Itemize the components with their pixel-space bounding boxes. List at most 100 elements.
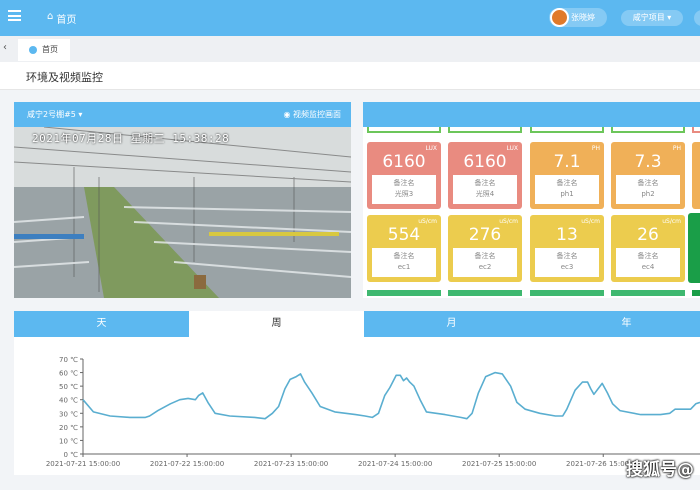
sensor-value: 7.1 bbox=[553, 152, 581, 172]
temperature-chart: 0 ℃ 10 ℃ 20 ℃ 30 ℃ 40 ℃ 50 ℃ 60 ℃ 70 ℃ 2021-07-2… bbox=[14, 337, 700, 475]
sensor-card-partial[interactable] bbox=[530, 127, 604, 133]
sensor-card-partial[interactable] bbox=[692, 142, 700, 209]
tab-home[interactable]: 首页 bbox=[18, 39, 70, 61]
sensor-card-partial[interactable] bbox=[448, 127, 522, 133]
sensor-card-partial[interactable] bbox=[692, 290, 700, 296]
sensor-unit: uS/cm bbox=[418, 218, 437, 225]
sensor-alias: 备注名 bbox=[637, 252, 659, 260]
greenhouse-select[interactable]: 咸宁2号棚#5 ▾ bbox=[27, 110, 83, 119]
sensor-name: 光照3 bbox=[394, 190, 414, 198]
project-select[interactable]: 咸宁项目 ▾ bbox=[621, 10, 683, 26]
user-menu[interactable]: 张晓婷 bbox=[549, 8, 607, 27]
sensor-unit: uS/cm bbox=[499, 218, 518, 225]
sensor-header bbox=[363, 102, 700, 127]
sensor-alias: 备注名 bbox=[556, 179, 578, 187]
sensor-name: ph1 bbox=[560, 190, 574, 198]
camera-icon: ◉ bbox=[283, 110, 293, 119]
sensor-unit: LUX bbox=[425, 145, 437, 152]
sensor-card-partial[interactable] bbox=[530, 290, 604, 296]
sensor-card[interactable]: LUX 6160 备注名光照4 bbox=[448, 142, 522, 209]
sensor-card-partial[interactable] bbox=[367, 127, 441, 133]
sensor-value: 26 bbox=[637, 225, 659, 245]
sensor-name: ec3 bbox=[560, 263, 574, 271]
y-tick-label: 30 ℃ bbox=[59, 410, 78, 418]
sensor-label-box: 备注名 ec1 bbox=[372, 248, 436, 277]
sensor-card-partial[interactable] bbox=[367, 290, 441, 296]
sensor-value: 554 bbox=[387, 225, 421, 245]
y-tick-label: 0 ℃ bbox=[63, 451, 78, 459]
sensor-card-partial[interactable] bbox=[611, 127, 685, 133]
user-name: 张晓婷 bbox=[571, 13, 595, 22]
sensor-unit: LUX bbox=[506, 145, 518, 152]
sensor-card[interactable]: LUX 6160 备注名光照3 bbox=[367, 142, 441, 209]
avatar bbox=[550, 8, 569, 27]
sensor-card[interactable]: uS/cm 276 备注名 ec2 bbox=[448, 215, 522, 282]
y-tick-label: 20 ℃ bbox=[59, 424, 78, 432]
x-tick-label: 2021-07-24 15:00:00 bbox=[358, 460, 432, 468]
tab-year[interactable]: 年 bbox=[539, 311, 700, 337]
page-title: 环境及视频监控 bbox=[0, 62, 700, 90]
sensor-card[interactable]: PH 7.1 备注名 ph1 bbox=[530, 142, 604, 209]
sensor-card[interactable]: uS/cm 554 备注名 ec1 bbox=[367, 215, 441, 282]
y-tick-label: 50 ℃ bbox=[59, 383, 78, 391]
x-tick-label: 2021-07-22 15:00:00 bbox=[150, 460, 224, 468]
y-tick-label: 40 ℃ bbox=[59, 397, 78, 405]
sensor-label-box: 备注名光照4 bbox=[453, 175, 517, 204]
video-link-label: 视频监控画面 bbox=[293, 110, 341, 119]
sensor-label-box: 备注名 ph1 bbox=[535, 175, 599, 204]
sensor-label-box: 备注名 ec4 bbox=[616, 248, 680, 277]
sensor-name: 光照4 bbox=[475, 190, 495, 198]
home-icon: ⌂ bbox=[47, 11, 54, 22]
sensor-card-partial[interactable] bbox=[448, 290, 522, 296]
sensor-card-partial[interactable] bbox=[692, 127, 700, 133]
watermark: 搜狐号@ bbox=[626, 460, 694, 480]
sensor-label-box: 备注名 ph2 bbox=[616, 175, 680, 204]
sensor-label-box: 备注名光照3 bbox=[372, 175, 436, 204]
video-feed[interactable]: 2021年07月28日 星期三 15:38:28 bbox=[14, 127, 351, 298]
x-tick-label: 2021-07-21 15:00:00 bbox=[46, 460, 120, 468]
sensor-value: 276 bbox=[468, 225, 502, 245]
sensor-card-partial[interactable] bbox=[611, 290, 685, 296]
tab-bar: ‹ 首页 bbox=[0, 36, 700, 62]
greenhouse-image bbox=[14, 127, 351, 298]
sensor-alias: 备注名 bbox=[393, 252, 415, 260]
y-tick-label: 60 ℃ bbox=[59, 370, 78, 378]
sensor-card[interactable]: uS/cm 26 备注名 ec4 bbox=[611, 215, 685, 282]
home-link[interactable]: ⌂ 首页 bbox=[47, 11, 76, 26]
extra-button[interactable] bbox=[694, 10, 700, 26]
home-label: 首页 bbox=[56, 15, 77, 26]
video-monitor-link[interactable]: ◉ 视频监控画面 bbox=[283, 102, 341, 127]
sensor-value: 6160 bbox=[463, 152, 507, 172]
sensor-label-box: 备注名 ec3 bbox=[535, 248, 599, 277]
sensor-name: ec1 bbox=[397, 263, 411, 271]
video-header: 咸宁2号棚#5 ▾ ◉ 视频监控画面 bbox=[14, 102, 351, 127]
sensor-unit: uS/cm bbox=[581, 218, 600, 225]
menu-icon[interactable] bbox=[8, 10, 21, 21]
top-bar: ⌂ 首页 张晓婷 咸宁项目 ▾ bbox=[0, 0, 700, 36]
sensor-label-box: 备注名 ec2 bbox=[453, 248, 517, 277]
sensor-grid: LUX 6160 备注名 光照3 LUX 6160 备注名 光照4 PH 7.1 备注名 ph1 PH 7… bbox=[363, 127, 700, 298]
sensor-name: ec2 bbox=[478, 263, 492, 271]
sensor-alias: 备注名 bbox=[474, 252, 496, 260]
sensor-name: ec4 bbox=[641, 263, 655, 271]
x-tick-label: 2021-07-26 15:00:00 bbox=[566, 460, 640, 468]
period-tabs: 天 周 月 年 bbox=[14, 311, 700, 337]
sensor-card[interactable]: PH 7.3 备注名 ph2 bbox=[611, 142, 685, 209]
sensor-alias: 备注名 bbox=[474, 179, 496, 187]
x-tick-label: 2021-07-23 15:00:00 bbox=[254, 460, 328, 468]
series-line-temperature bbox=[82, 371, 700, 420]
sensor-alias: 备注名 bbox=[556, 252, 578, 260]
tab-day[interactable]: 天 bbox=[14, 311, 189, 337]
tab-month[interactable]: 月 bbox=[364, 311, 539, 337]
back-icon[interactable]: ‹ bbox=[3, 42, 7, 53]
sensor-card[interactable]: uS/cm 13 备注名 ec3 bbox=[530, 215, 604, 282]
sensor-unit: PH bbox=[591, 145, 600, 152]
tab-dot-icon bbox=[29, 46, 37, 54]
tab-week[interactable]: 周 bbox=[189, 311, 364, 337]
sensor-unit: PH bbox=[672, 145, 681, 152]
y-tick-label: 10 ℃ bbox=[59, 437, 78, 445]
sensor-value: 6160 bbox=[382, 152, 426, 172]
sensor-name: ph2 bbox=[641, 190, 655, 198]
sensor-alias: 备注名 bbox=[393, 179, 415, 187]
sensor-card-partial[interactable] bbox=[688, 213, 700, 283]
